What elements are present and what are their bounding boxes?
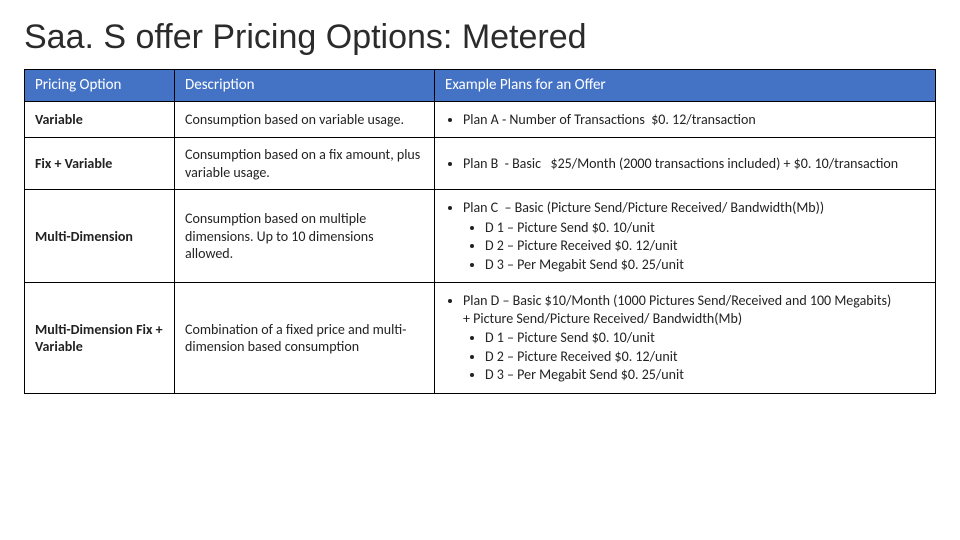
example-item-text: Plan C – Basic (Picture Send/Picture Rec… [463,199,824,216]
example-subitem: D 2 – Picture Received $0. 12/unit [485,237,925,255]
col-header-pricing-option: Pricing Option [25,70,175,102]
example-subitem: D 1 – Picture Send $0. 10/unit [485,219,925,237]
table-row: Multi-DimensionConsumption based on mult… [25,190,936,283]
example-plans-cell: Plan D – Basic $10/Month (1000 Pictures … [435,283,936,394]
example-subitem: D 3 – Per Megabit Send $0. 25/unit [485,366,925,384]
table-row: Fix + VariableConsumption based on a fix… [25,138,936,190]
example-plans-cell: Plan B - Basic $25/Month (2000 transacti… [435,138,936,190]
pricing-option-cell: Multi-Dimension Fix + Variable [25,283,175,394]
example-list: Plan A - Number of Transactions $0. 12/t… [445,111,925,129]
example-sublist: D 1 – Picture Send $0. 10/unitD 2 – Pict… [463,219,925,274]
example-item-text: Plan D – Basic $10/Month (1000 Pictures … [463,292,891,327]
slide: Saa. S offer Pricing Options: Metered Pr… [0,0,960,540]
table-header-row: Pricing Option Description Example Plans… [25,70,936,102]
description-cell: Combination of a fixed price and multi-d… [175,283,435,394]
col-header-description: Description [175,70,435,102]
example-subitem: D 3 – Per Megabit Send $0. 25/unit [485,256,925,274]
table-row: VariableConsumption based on variable us… [25,101,936,138]
example-subitem: D 1 – Picture Send $0. 10/unit [485,329,925,347]
example-plans-cell: Plan C – Basic (Picture Send/Picture Rec… [435,190,936,283]
example-item-text: Plan A - Number of Transactions $0. 12/t… [463,111,756,128]
description-cell: Consumption based on a fix amount, plus … [175,138,435,190]
example-item-text: Plan B - Basic $25/Month (2000 transacti… [463,155,898,172]
slide-title: Saa. S offer Pricing Options: Metered [24,18,936,57]
example-item: Plan D – Basic $10/Month (1000 Pictures … [463,292,925,384]
col-header-example-plans: Example Plans for an Offer [435,70,936,102]
example-list: Plan B - Basic $25/Month (2000 transacti… [445,155,925,173]
example-subitem: D 2 – Picture Received $0. 12/unit [485,348,925,366]
example-list: Plan C – Basic (Picture Send/Picture Rec… [445,199,925,273]
pricing-table: Pricing Option Description Example Plans… [24,69,936,394]
description-cell: Consumption based on variable usage. [175,101,435,138]
example-sublist: D 1 – Picture Send $0. 10/unitD 2 – Pict… [463,329,925,384]
example-list: Plan D – Basic $10/Month (1000 Pictures … [445,292,925,384]
pricing-option-cell: Fix + Variable [25,138,175,190]
description-cell: Consumption based on multiple dimensions… [175,190,435,283]
table-body: VariableConsumption based on variable us… [25,101,936,393]
pricing-option-cell: Multi-Dimension [25,190,175,283]
example-item: Plan C – Basic (Picture Send/Picture Rec… [463,199,925,273]
pricing-option-cell: Variable [25,101,175,138]
example-plans-cell: Plan A - Number of Transactions $0. 12/t… [435,101,936,138]
example-item: Plan B - Basic $25/Month (2000 transacti… [463,155,925,173]
example-item: Plan A - Number of Transactions $0. 12/t… [463,111,925,129]
table-row: Multi-Dimension Fix + VariableCombinatio… [25,283,936,394]
